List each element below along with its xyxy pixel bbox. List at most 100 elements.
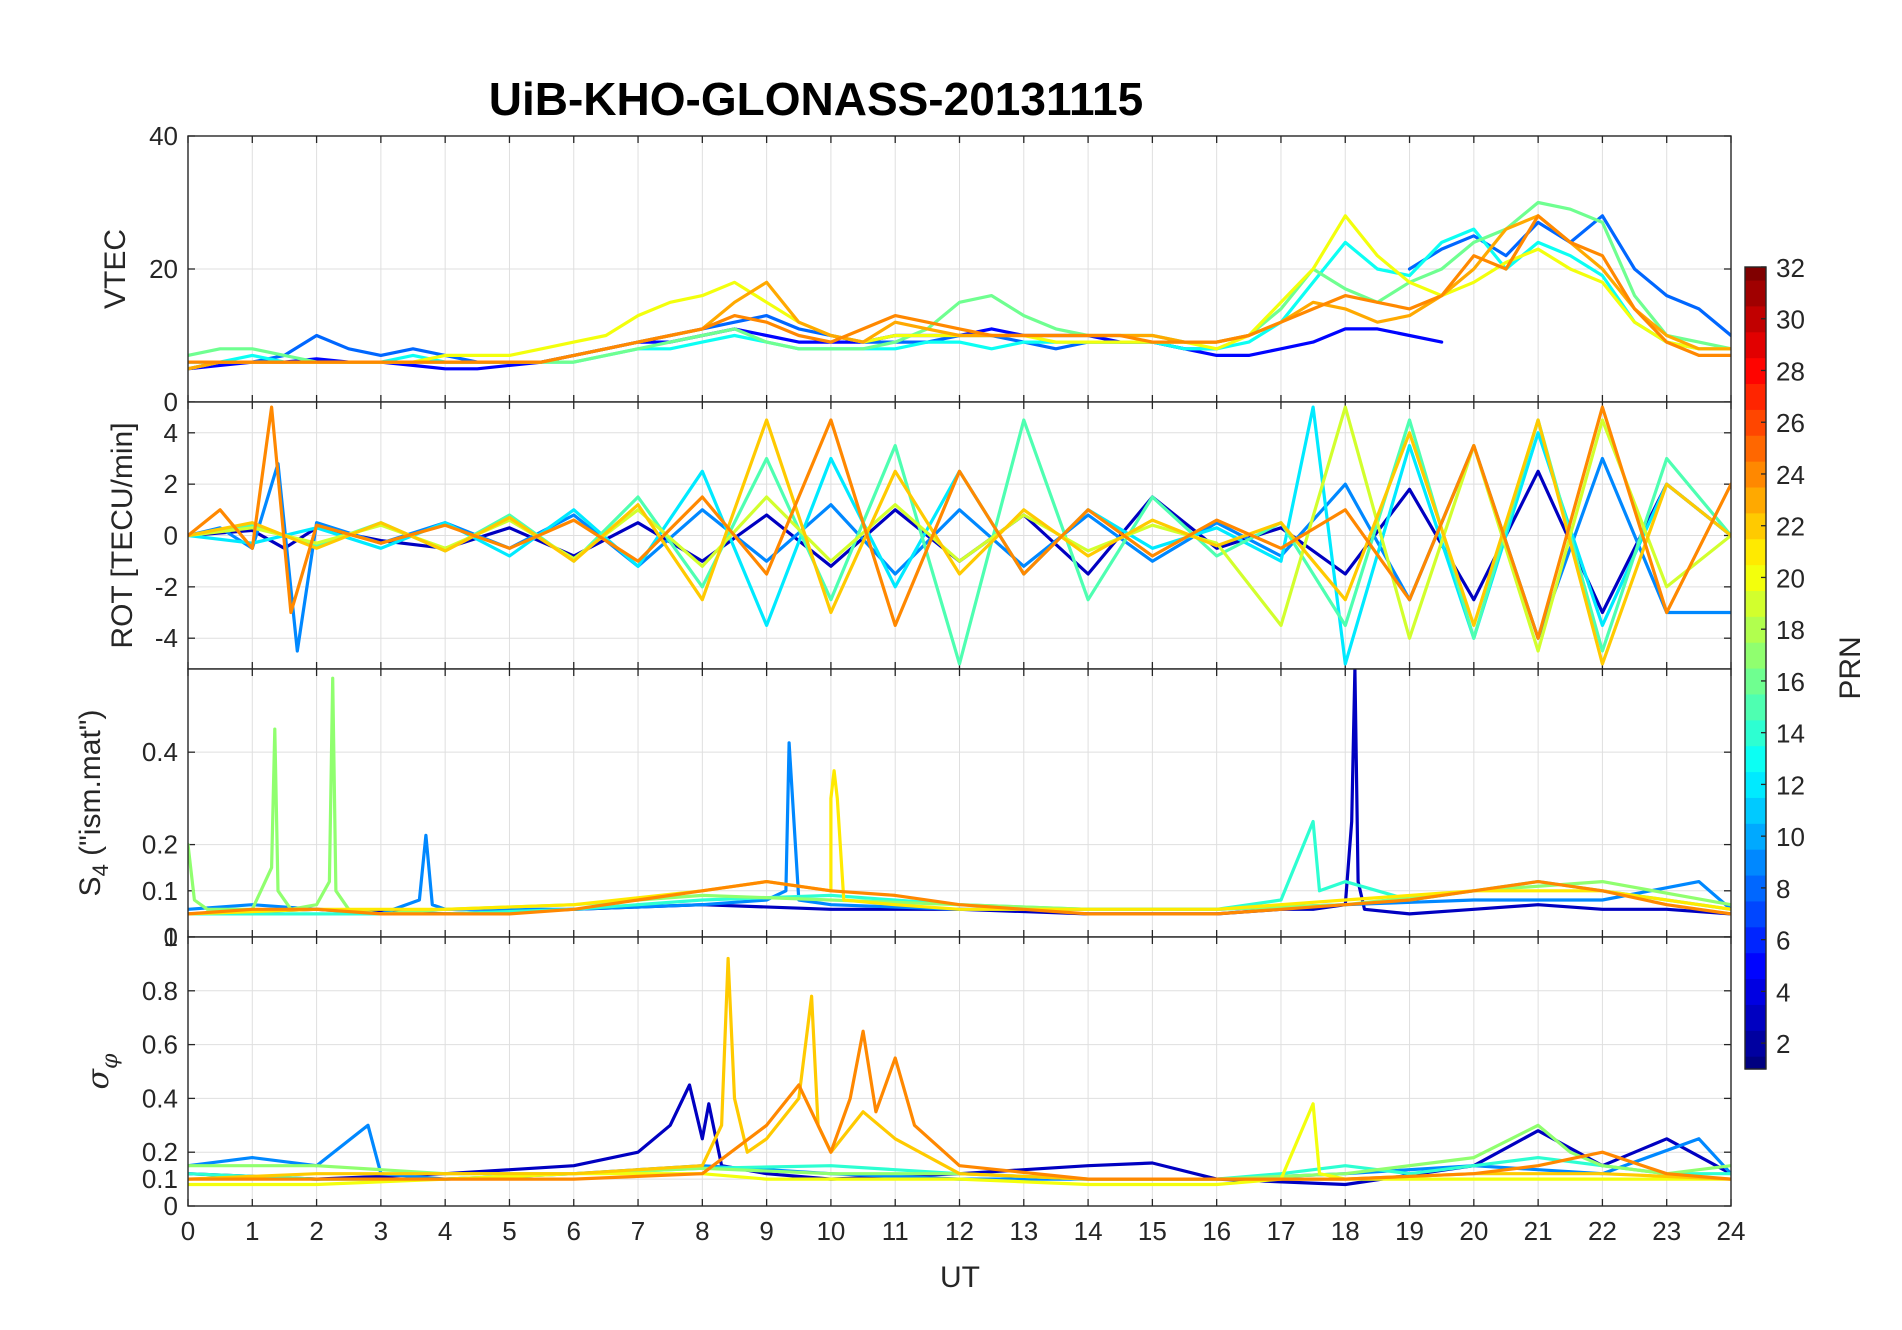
- series-prn-24: [188, 1029, 1731, 1181]
- colorbar-step-12: [1745, 771, 1766, 798]
- y-tick-label: 0.6: [142, 1030, 178, 1060]
- series-prn-24: [188, 405, 1731, 640]
- x-tick-label: 8: [695, 1216, 709, 1246]
- x-tick-label: 14: [1074, 1216, 1103, 1246]
- y-tick-label: 0.1: [142, 1164, 178, 1194]
- colorbar-step-18: [1745, 616, 1766, 643]
- colorbar-tick-label: 16: [1776, 667, 1805, 697]
- series-prn-20: [188, 1102, 1731, 1187]
- series-group: [188, 405, 1731, 666]
- colorbar-step-14: [1745, 719, 1766, 747]
- colorbar-step-10: [1745, 823, 1766, 850]
- panel-1: 0 20 40 VTEC: [99, 121, 1732, 417]
- colorbar-tick-label: 30: [1776, 305, 1805, 335]
- x-tick-label: 13: [1009, 1216, 1038, 1246]
- colorbar-tick-label: 22: [1776, 512, 1805, 542]
- y-tick-label: 4: [164, 418, 178, 448]
- colorbar-step-20: [1745, 564, 1766, 591]
- colorbar-step-15: [1745, 693, 1766, 721]
- colorbar-step-22: [1745, 512, 1766, 540]
- colorbar-tick-label: 8: [1776, 874, 1790, 904]
- series-prn-22: [188, 418, 1731, 666]
- x-tick-label: 21: [1524, 1216, 1553, 1246]
- y-tick-label: 1: [164, 922, 178, 952]
- colorbar-step-23: [1745, 486, 1766, 514]
- x-tick-label: 15: [1138, 1216, 1167, 1246]
- colorbar-step-17: [1745, 642, 1766, 669]
- y-tick-label: 0.1: [142, 876, 178, 906]
- series-prn-5: [188, 327, 1444, 371]
- x-tick-label: 19: [1395, 1216, 1424, 1246]
- y-axis-label: S4 ("ism.mat"): [74, 710, 113, 897]
- x-tick-label: 1: [245, 1216, 259, 1246]
- colorbar-step-19: [1745, 590, 1766, 617]
- y-tick-label: -2: [155, 572, 178, 602]
- colorbar-tick-label: 12: [1776, 770, 1805, 800]
- colorbar-tick-label: 26: [1776, 408, 1805, 438]
- series-prn-3: [188, 469, 1731, 615]
- series-prn-21: [188, 769, 1731, 916]
- x-tick-label: 3: [374, 1216, 388, 1246]
- y-tick-label: 0: [164, 521, 178, 551]
- y-tick-label: 0: [164, 922, 178, 952]
- colorbar-step-7: [1745, 900, 1766, 928]
- x-tick-label: 9: [759, 1216, 773, 1246]
- y-tick-label: 0.4: [142, 1083, 178, 1113]
- x-tick-label: 5: [502, 1216, 516, 1246]
- series-group: [188, 200, 1731, 371]
- x-tick-label: 4: [438, 1216, 452, 1246]
- x-tick-label: 7: [631, 1216, 645, 1246]
- colorbar-step-5: [1745, 952, 1766, 980]
- colorbar-tick-label: 28: [1776, 356, 1805, 386]
- x-tick-labels: 0 1 2 3 4 5 6 7 8 9 10 11 12 13 14 15 16 17 18 19 20 21 22 23 24: [181, 1216, 1746, 1246]
- y-tick-label: -4: [155, 623, 178, 653]
- colorbar-tick-label: 32: [1776, 253, 1805, 283]
- colorbar-step-31: [1745, 279, 1766, 307]
- colorbar-step-9: [1745, 849, 1766, 876]
- y-tick-label: 2: [164, 469, 178, 499]
- y-tick-label: 0.2: [142, 1137, 178, 1167]
- y-axis-label: VTEC: [99, 229, 132, 309]
- x-tick-label: 17: [1266, 1216, 1295, 1246]
- colorbar-tick-label: 18: [1776, 615, 1805, 645]
- colorbar-tick-label: 2: [1776, 1029, 1790, 1059]
- x-tick-label: 10: [816, 1216, 845, 1246]
- y-tick-label: 40: [149, 121, 178, 151]
- panel-2: -4 -2 0 2 4 ROT [TECU/min]: [106, 401, 1732, 670]
- colorbar-step-24: [1745, 461, 1766, 488]
- x-tick-label: 6: [567, 1216, 581, 1246]
- axes-box: [187, 936, 1732, 1207]
- colorbar-step-27: [1745, 383, 1766, 410]
- colorbar-step-4: [1745, 978, 1766, 1005]
- y-tick-label: 0: [164, 1191, 178, 1221]
- colorbar-step-28: [1745, 357, 1766, 385]
- colorbar-step-13: [1745, 745, 1766, 773]
- x-tick-label: 22: [1588, 1216, 1617, 1246]
- series-prn-24: [188, 880, 1731, 916]
- colorbar-step-32: [1745, 267, 1766, 281]
- x-tick-label: 11: [882, 1216, 909, 1246]
- colorbar-frame: [1744, 266, 1767, 1070]
- x-tick-label: 23: [1652, 1216, 1681, 1246]
- colorbar-step-21: [1745, 538, 1766, 566]
- y-tick-label: 0.2: [142, 830, 178, 860]
- colorbar-label: PRN: [1834, 636, 1867, 699]
- colorbar-step-8: [1745, 874, 1766, 902]
- colorbar-step-29: [1745, 331, 1766, 359]
- series-group: [188, 956, 1731, 1187]
- colorbar-step-30: [1745, 305, 1766, 333]
- x-axis-label: UT: [940, 1261, 980, 1294]
- x-tick-label: 24: [1717, 1216, 1746, 1246]
- colorbar-tick-label: 4: [1776, 977, 1790, 1007]
- series-group: [188, 669, 1731, 916]
- colorbar-tick-label: 14: [1776, 719, 1805, 749]
- panel-3: 0 0.1 0.2 0.4 S4 ("ism.mat"): [74, 668, 1732, 952]
- y-tick-label: 0.8: [142, 976, 178, 1006]
- colorbar-step-25: [1745, 435, 1766, 462]
- y-tick-label: 0: [164, 387, 178, 417]
- y-tick-label: 20: [149, 254, 178, 284]
- colorbar-tick-label: 20: [1776, 563, 1805, 593]
